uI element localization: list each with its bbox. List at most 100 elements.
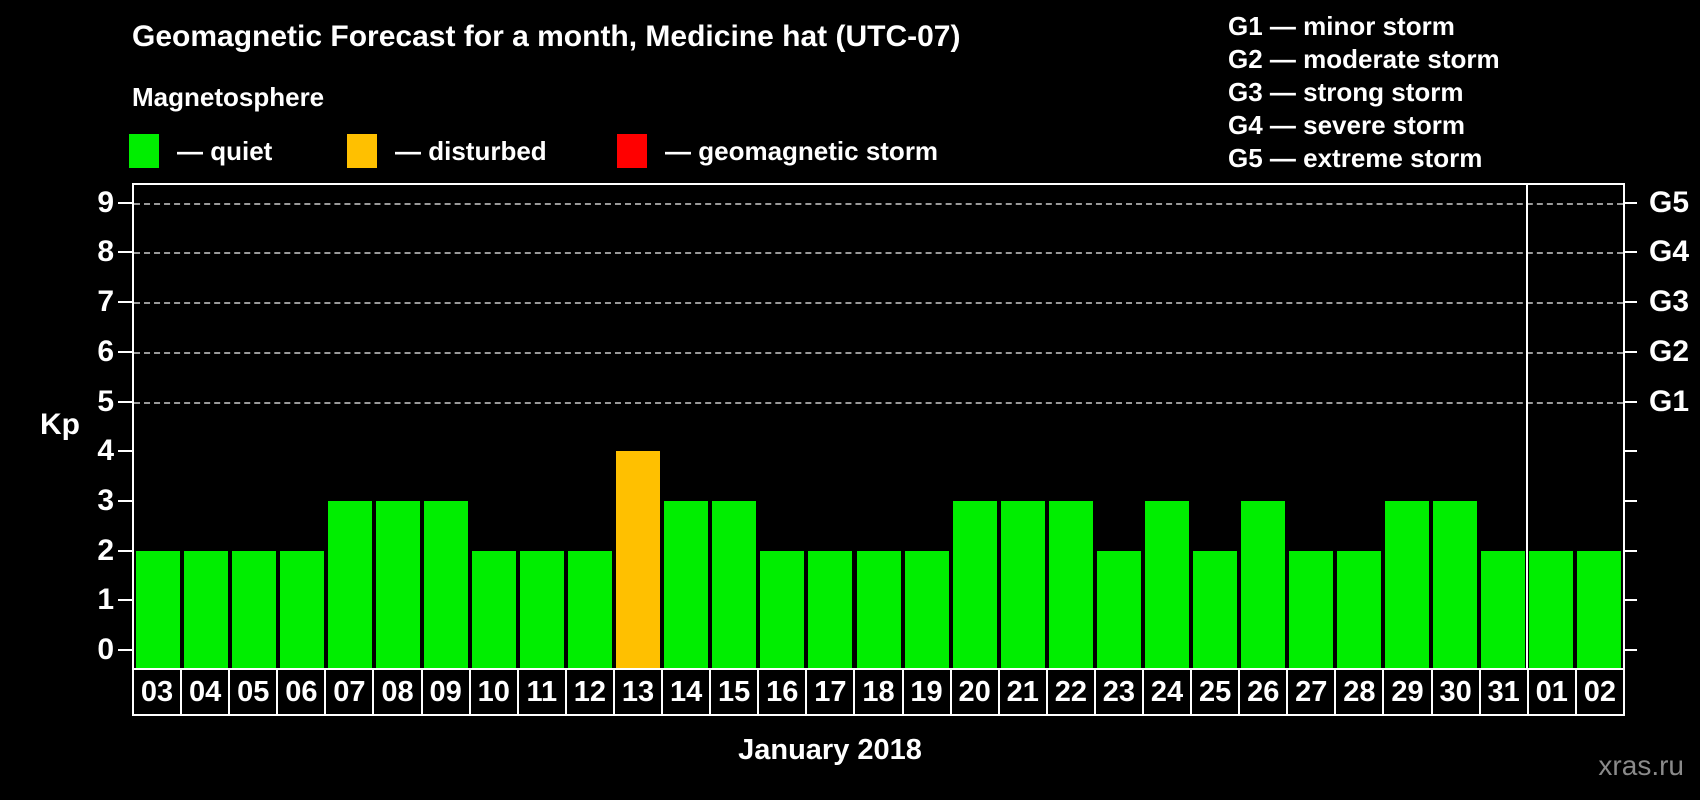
day-label: 16 xyxy=(757,668,808,716)
legend-label-quiet: — quiet xyxy=(177,135,273,166)
day-label: 08 xyxy=(372,668,423,716)
kp-bar xyxy=(376,500,421,668)
kp-bar xyxy=(1048,500,1093,668)
kp-bar xyxy=(952,500,997,668)
quiet-color-swatch xyxy=(129,134,159,168)
day-label: 21 xyxy=(997,668,1048,716)
x-axis-title: January 2018 xyxy=(738,734,922,766)
kp-bar xyxy=(1000,500,1045,668)
legend-label-storm: — geomagnetic storm xyxy=(665,135,939,166)
grid-line-kp7 xyxy=(134,302,1623,305)
month-separator xyxy=(1525,185,1528,668)
legend-label-disturbed: — disturbed xyxy=(395,135,547,166)
kp-bar xyxy=(1096,550,1141,668)
grid-line-kp6 xyxy=(134,351,1623,354)
day-label: 23 xyxy=(1093,668,1144,716)
kp-tick-label: 5 xyxy=(97,384,114,418)
left-axis-tick xyxy=(118,350,132,353)
kp-bar xyxy=(1384,500,1429,668)
g-scale-legend: G1 — minor storm G2 — moderate storm G3 — … xyxy=(1228,10,1500,175)
kp-bar xyxy=(568,550,613,668)
day-label: 06 xyxy=(276,668,327,716)
kp-bar xyxy=(1192,550,1237,668)
kp-bar xyxy=(856,550,901,668)
right-axis-tick xyxy=(1623,201,1637,204)
storm-color-swatch xyxy=(617,134,647,168)
kp-bar xyxy=(1432,500,1477,668)
kp-bar xyxy=(1528,550,1573,668)
y-axis-title: Kp xyxy=(40,408,80,441)
day-label: 22 xyxy=(1045,668,1096,716)
left-axis-tick xyxy=(118,251,132,254)
day-label: 09 xyxy=(420,668,471,716)
day-label: 27 xyxy=(1286,668,1337,716)
kp-tick-label: 1 xyxy=(97,583,114,617)
day-label: 14 xyxy=(661,668,712,716)
kp-tick-label: 9 xyxy=(97,185,114,219)
legend-item-storm: — geomagnetic storm xyxy=(617,133,938,169)
day-label: 17 xyxy=(805,668,856,716)
g-legend-line-4: G4 — severe storm xyxy=(1228,110,1466,140)
right-axis-tick xyxy=(1623,499,1637,502)
day-label: 29 xyxy=(1382,668,1433,716)
disturbed-color-swatch xyxy=(347,134,377,168)
left-axis-tick xyxy=(118,450,132,453)
day-label: 07 xyxy=(324,668,375,716)
day-label: 10 xyxy=(468,668,519,716)
left-axis-tick xyxy=(118,201,132,204)
kp-tick-label: 8 xyxy=(97,235,114,269)
day-label: 24 xyxy=(1141,668,1193,716)
g-tick-label: G2 xyxy=(1649,334,1690,368)
grid-line-kp8 xyxy=(134,252,1623,255)
right-axis-tick xyxy=(1623,450,1637,453)
day-label: 15 xyxy=(709,668,760,716)
left-axis-tick xyxy=(118,499,132,502)
g-tick-label: G3 xyxy=(1649,285,1690,319)
left-axis-tick xyxy=(118,649,132,651)
kp-bar xyxy=(1240,500,1285,668)
right-axis-tick xyxy=(1623,350,1637,353)
right-axis-tick xyxy=(1623,301,1637,304)
right-axis-tick xyxy=(1623,400,1637,403)
day-label: 31 xyxy=(1478,668,1529,716)
left-axis-tick xyxy=(118,549,132,552)
right-axis-tick xyxy=(1623,649,1637,651)
kp-bar xyxy=(1336,550,1381,668)
kp-bar xyxy=(1480,550,1525,668)
kp-tick-label: 0 xyxy=(97,633,114,666)
left-axis-tick xyxy=(118,301,132,304)
left-axis-tick xyxy=(118,599,132,602)
kp-bar xyxy=(904,550,949,668)
kp-bar xyxy=(232,550,277,668)
kp-bar xyxy=(520,550,565,668)
kp-bar xyxy=(472,550,517,668)
kp-bar xyxy=(808,550,853,668)
day-label: 13 xyxy=(612,668,664,716)
left-axis-tick xyxy=(118,400,132,403)
right-axis-tick xyxy=(1623,599,1637,602)
kp-bar xyxy=(1288,550,1333,668)
kp-tick-label: 4 xyxy=(97,434,114,468)
day-label: 18 xyxy=(853,668,904,716)
kp-bar xyxy=(760,550,805,668)
g-legend-line-5: G5 — extreme storm xyxy=(1228,143,1483,173)
plot-area: 0 1 2 3 4 5 G1 6 G2 7 G3 8 G4 9 G5 xyxy=(97,183,1689,668)
kp-tick-label: 3 xyxy=(97,483,114,517)
day-label: 12 xyxy=(564,668,615,716)
watermark: xras.ru xyxy=(1598,750,1684,781)
right-axis-tick xyxy=(1623,251,1637,254)
g-legend-line-1: G1 — minor storm xyxy=(1228,11,1455,41)
kp-bar xyxy=(1144,500,1189,668)
chart-title: Geomagnetic Forecast for a month, Medici… xyxy=(132,20,961,53)
kp-tick-label: 7 xyxy=(97,285,114,319)
kp-tick-label: 2 xyxy=(97,533,114,567)
kp-bar xyxy=(328,500,373,668)
grid-line-kp5 xyxy=(134,401,1623,404)
kp-bar xyxy=(664,500,709,668)
chart-subtitle: Magnetosphere xyxy=(132,82,325,112)
day-label: 04 xyxy=(180,668,231,716)
x-axis-day-labels: 03 04 05 06 07 08 09 10 11 12 13 14 15 16 17 18 19 20 21 22… xyxy=(132,668,1625,716)
kp-bar xyxy=(280,550,325,668)
day-label: 26 xyxy=(1238,668,1289,716)
